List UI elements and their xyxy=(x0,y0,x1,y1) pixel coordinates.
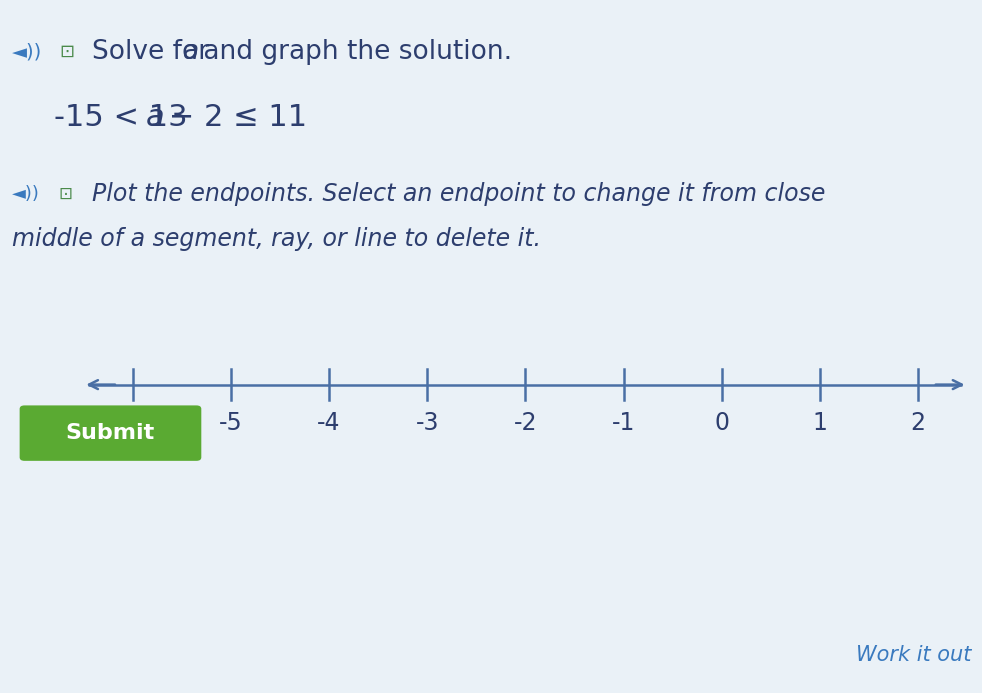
Text: -4: -4 xyxy=(317,411,341,435)
Text: -3: -3 xyxy=(415,411,439,435)
Text: ◄)): ◄)) xyxy=(12,42,42,62)
Text: -15 < 13: -15 < 13 xyxy=(54,103,188,132)
Text: Plot the endpoints. Select an endpoint to change it from close: Plot the endpoints. Select an endpoint t… xyxy=(92,182,826,206)
Text: Solve for: Solve for xyxy=(92,39,218,65)
FancyBboxPatch shape xyxy=(20,405,201,461)
Text: a: a xyxy=(183,39,198,65)
Text: -1: -1 xyxy=(612,411,635,435)
Text: 1: 1 xyxy=(812,411,828,435)
Text: ⊡: ⊡ xyxy=(59,43,74,61)
Text: -5: -5 xyxy=(219,411,243,435)
Text: − 2 ≤ 11: − 2 ≤ 11 xyxy=(159,103,307,132)
Text: middle of a segment, ray, or line to delete it.: middle of a segment, ray, or line to del… xyxy=(12,227,541,251)
Text: ⊡: ⊡ xyxy=(59,185,73,203)
Text: Submit: Submit xyxy=(66,423,155,443)
Text: 0: 0 xyxy=(714,411,730,435)
Text: -2: -2 xyxy=(514,411,537,435)
Text: Work it out: Work it out xyxy=(855,645,971,665)
Text: a: a xyxy=(145,103,164,132)
Text: 2: 2 xyxy=(910,411,926,435)
Text: and graph the solution.: and graph the solution. xyxy=(195,39,513,65)
Text: -6: -6 xyxy=(121,411,144,435)
Text: ◄)): ◄)) xyxy=(12,185,39,203)
